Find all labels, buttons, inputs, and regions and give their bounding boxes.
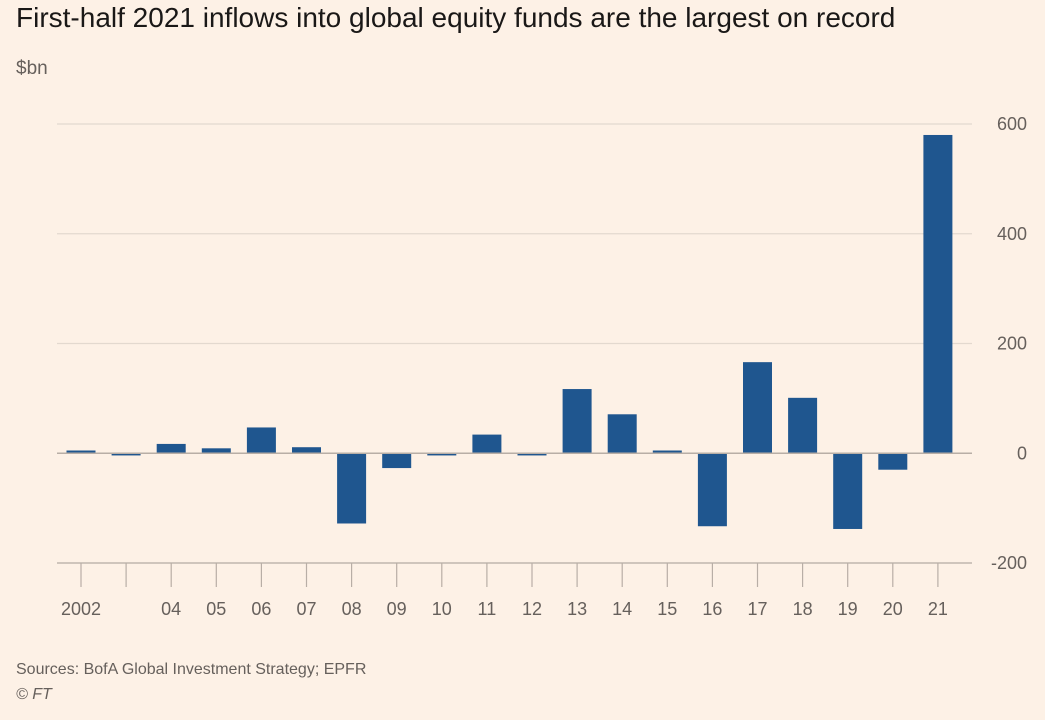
bar-12 xyxy=(517,453,547,456)
x-tick-label: 20 xyxy=(883,599,903,619)
source-note: Sources: BofA Global Investment Strategy… xyxy=(16,661,367,678)
bar-10 xyxy=(427,453,457,456)
bar-19 xyxy=(833,453,863,529)
bar-2002 xyxy=(66,450,96,454)
y-axis-unit: $bn xyxy=(16,58,48,79)
x-tick-label: 21 xyxy=(928,599,948,619)
x-tick-label: 10 xyxy=(432,599,452,619)
bar-14 xyxy=(607,414,637,454)
bar-17 xyxy=(743,362,772,454)
chart-title: First-half 2021 inflows into global equi… xyxy=(16,2,896,33)
x-axis-ticks xyxy=(80,563,939,587)
x-tick-label: 06 xyxy=(251,599,271,619)
x-tick-label: 18 xyxy=(793,599,813,619)
x-tick-label: 16 xyxy=(702,599,722,619)
x-tick-label: 08 xyxy=(342,599,362,619)
bar-05 xyxy=(201,448,231,454)
bar-18 xyxy=(788,397,818,454)
x-axis-labels: 2002 04 05 06 07 08 09 10 11 12 13 14 15 16 17 18 19 20 21 xyxy=(61,599,948,619)
x-tick-label: 2002 xyxy=(61,599,101,619)
x-tick-label: 13 xyxy=(567,599,587,619)
bar-04 xyxy=(156,443,186,454)
bar-16 xyxy=(697,453,727,527)
bar-09 xyxy=(382,453,412,469)
copyright-note: © FT xyxy=(16,686,52,703)
x-tick-label: 11 xyxy=(478,599,497,619)
x-tick-label: 19 xyxy=(838,599,858,619)
y-tick-label: 200 xyxy=(997,334,1027,354)
x-tick-label: 17 xyxy=(747,599,767,619)
x-tick-label: 04 xyxy=(161,599,181,619)
x-tick-label: 05 xyxy=(206,599,226,619)
grid-lines xyxy=(57,123,972,564)
bar-11 xyxy=(472,434,502,454)
bar-06 xyxy=(246,427,276,454)
y-tick-label: 400 xyxy=(997,224,1027,244)
y-tick-label: -200 xyxy=(991,553,1027,573)
bar-chart: -200 0 200 400 600 2002 04 05 06 07 08 09 10 11 12 13 1… xyxy=(57,114,1027,619)
x-tick-label: 15 xyxy=(657,599,677,619)
y-tick-label: 0 xyxy=(1017,443,1027,463)
x-tick-label: 12 xyxy=(522,599,542,619)
bar-15 xyxy=(652,450,682,454)
x-tick-label: 07 xyxy=(296,599,316,619)
bar-21 xyxy=(923,134,953,454)
bar-03 xyxy=(111,453,141,456)
bars xyxy=(66,134,953,529)
y-tick-label: 600 xyxy=(997,114,1027,134)
x-tick-label: 14 xyxy=(612,599,632,619)
bar-13 xyxy=(562,389,592,454)
bar-08 xyxy=(337,453,367,524)
bar-07 xyxy=(292,447,321,454)
bar-20 xyxy=(878,453,908,470)
x-tick-label: 09 xyxy=(387,599,407,619)
y-axis-labels: -200 0 200 400 600 xyxy=(991,114,1027,573)
